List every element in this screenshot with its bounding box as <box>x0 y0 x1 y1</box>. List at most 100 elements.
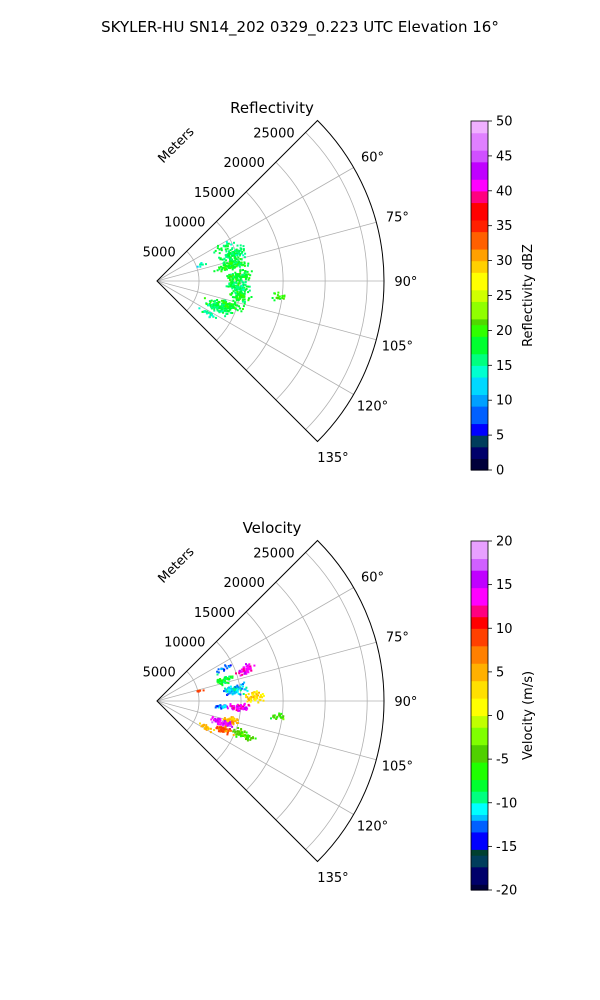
colorbar-segment <box>471 756 488 763</box>
echo-gate <box>219 718 222 721</box>
echo-gate <box>217 244 219 247</box>
echo-gate <box>209 312 212 314</box>
echo-gate <box>239 297 241 300</box>
echo-gate <box>240 729 243 732</box>
echo-gate <box>244 707 246 710</box>
echo-gate <box>235 265 238 268</box>
echo-gate <box>218 248 221 251</box>
echo-gate <box>240 705 243 708</box>
figure-suptitle: SKYLER-HU SN14_202 0329_0.223 UTC Elevat… <box>101 18 499 37</box>
echo-gate <box>225 250 228 253</box>
echo-gate <box>218 311 221 314</box>
azimuth-tick-label: 120° <box>357 819 388 834</box>
echo-gate <box>230 264 233 267</box>
echo-gate <box>222 667 224 670</box>
echo-gate <box>224 665 227 668</box>
colorbar-segment <box>471 878 488 885</box>
echo-gate <box>235 299 238 302</box>
echo-gate <box>240 683 243 686</box>
echo-gate <box>240 704 242 707</box>
echo-gate <box>226 667 229 670</box>
echo-gate <box>218 726 221 729</box>
echo-gate <box>237 252 240 255</box>
echo-data <box>196 663 285 742</box>
echo-gate <box>200 263 203 266</box>
echo-gate <box>216 673 219 676</box>
echo-gate <box>234 686 237 689</box>
echo-gate <box>200 725 203 728</box>
echo-gate <box>209 731 212 734</box>
echo-gate <box>226 707 229 710</box>
colorbar-segment <box>471 558 488 565</box>
echo-gate <box>205 263 207 266</box>
echo-gate <box>229 252 232 254</box>
echo-gate <box>240 258 243 261</box>
echo-gate <box>235 689 238 692</box>
echo-gate <box>204 727 207 730</box>
echo-gate <box>231 247 234 250</box>
colorbar-tick-label: -10 <box>496 796 517 811</box>
colorbar-segment <box>471 715 488 722</box>
echo-gate <box>216 670 219 673</box>
echo-gate <box>226 705 229 708</box>
colorbar-segment <box>471 464 488 471</box>
echo-gate <box>282 718 285 721</box>
echo-gate <box>236 684 239 687</box>
echo-gate <box>218 252 221 255</box>
range-tick-label: 20000 <box>224 156 265 171</box>
echo-gate <box>243 298 246 301</box>
echo-gate <box>238 291 241 294</box>
echo-gate <box>207 311 210 314</box>
echo-gate <box>234 284 237 287</box>
echo-gate <box>203 310 206 313</box>
echo-gate <box>231 268 234 271</box>
colorbar-segment <box>471 884 488 891</box>
colorbar-segment <box>471 382 488 390</box>
azimuth-tick-label: 60° <box>361 151 384 166</box>
echo-gate <box>227 718 230 721</box>
colorbar-segment <box>471 440 488 448</box>
colorbar-tick-label: 5 <box>496 429 504 444</box>
echo-gate <box>225 255 228 258</box>
echo-gate <box>222 299 225 302</box>
echo-gate <box>220 247 223 250</box>
echo-gate <box>232 705 235 708</box>
echo-gate <box>233 728 236 731</box>
echo-gate <box>210 299 213 302</box>
echo-gate <box>228 277 231 279</box>
colorbar-segment <box>471 593 488 600</box>
echo-gate <box>270 717 272 720</box>
echo-gate <box>232 305 235 308</box>
colorbar-segment <box>471 791 488 798</box>
echo-gate <box>236 285 239 287</box>
echo-gate <box>232 274 234 277</box>
echo-gate <box>206 728 209 731</box>
echo-gate <box>229 664 232 667</box>
colorbar-segment <box>471 336 488 343</box>
echo-gate <box>247 703 250 706</box>
echo-gate <box>261 693 264 695</box>
echo-gate <box>241 308 244 310</box>
echo-gate <box>226 690 229 693</box>
echo-gate <box>222 311 225 314</box>
echo-gate <box>240 728 243 730</box>
echo-data <box>196 241 286 319</box>
echo-gate <box>242 294 245 297</box>
echo-gate <box>244 288 247 291</box>
echo-gate <box>229 721 232 724</box>
echo-gate <box>223 720 226 723</box>
echo-gate <box>229 685 232 688</box>
echo-gate <box>222 244 225 247</box>
colorbar-tick-label: 5 <box>496 665 504 680</box>
echo-gate <box>244 671 246 674</box>
echo-gate <box>220 726 223 729</box>
echo-gate <box>225 678 228 681</box>
echo-gate <box>272 715 275 718</box>
echo-gate <box>238 265 241 268</box>
colorbar-tick-label: 10 <box>496 394 513 409</box>
echo-gate <box>247 665 249 668</box>
echo-gate <box>232 251 235 254</box>
echo-gate <box>226 242 229 245</box>
echo-gate <box>232 266 235 269</box>
